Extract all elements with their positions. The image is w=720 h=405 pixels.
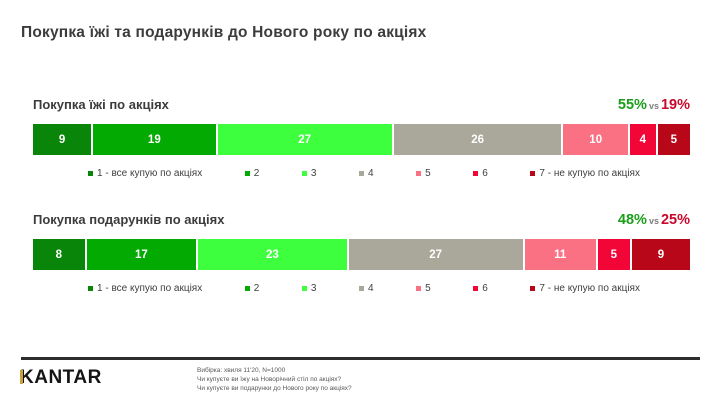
legend-swatch-icon — [473, 171, 479, 176]
bar-segment: 17 — [86, 239, 197, 270]
chart-gifts-header: Покупка подарунків по акціях 48% vs 25% — [33, 212, 690, 230]
negative-percent: 19% — [660, 97, 690, 113]
legend-item: 3 — [301, 283, 317, 294]
legend-item: 1 - все купую по акціях — [88, 168, 202, 179]
footer-note-sample: Вибірка: хвиля 11'20, N=1000 — [197, 367, 286, 374]
legend-swatch-icon — [301, 171, 307, 176]
bar-segment: 27 — [348, 239, 523, 270]
bar-segment: 23 — [198, 239, 347, 270]
negative-percent: 25% — [660, 212, 690, 228]
legend-swatch-icon — [473, 286, 479, 291]
legend-label: 4 — [368, 168, 374, 179]
bar-segment: 9 — [631, 239, 690, 270]
legend-food: 1 - все купую по акціях 2 3 4 5 6 7 - не купую… — [33, 168, 690, 179]
bar-segment: 5 — [657, 124, 690, 155]
footer-divider — [21, 357, 700, 360]
chart-gifts-title: Покупка подарунків по акціях — [33, 212, 225, 227]
bar-segment: 9 — [33, 124, 92, 155]
bar-segment: 26 — [393, 124, 562, 155]
stacked-bar-gifts: 8 17 23 27 11 5 9 — [33, 239, 690, 270]
legend-label: 6 — [482, 283, 488, 294]
legend-item: 3 — [301, 168, 317, 179]
legend-swatch-icon — [359, 286, 365, 291]
legend-item: 5 — [416, 168, 431, 179]
bar-segment: 27 — [217, 124, 392, 155]
legend-label: 4 — [368, 283, 374, 294]
legend-swatch-icon — [530, 286, 536, 291]
positive-percent: 55% — [617, 97, 647, 113]
legend-swatch-icon — [301, 286, 307, 291]
legend-swatch-icon — [244, 171, 250, 176]
legend-label: 7 - не купую по акціях — [539, 283, 640, 294]
legend-swatch-icon — [359, 171, 365, 176]
legend-label: 6 — [482, 168, 488, 179]
legend-swatch-icon — [530, 171, 536, 176]
footer-note-question-gifts: Чи купуєте ви подарунки до Нового року п… — [197, 385, 352, 392]
legend-label: 3 — [310, 283, 317, 294]
chart-food-section: Покупка їжі по акціях 55% vs 19% 9 19 27 26 10… — [33, 97, 690, 179]
bar-segment: 19 — [93, 124, 216, 155]
legend-swatch-icon — [88, 286, 93, 291]
legend-item: 7 - не купую по акціях — [530, 168, 640, 179]
legend-label: 2 — [253, 168, 260, 179]
bar-segment: 10 — [563, 124, 628, 155]
legend-swatch-icon — [244, 286, 250, 291]
kantar-gold-stem-icon — [20, 370, 23, 384]
kantar-logo: KANTAR — [20, 367, 102, 389]
legend-swatch-icon — [88, 171, 93, 176]
chart-food-title: Покупка їжі по акціях — [33, 97, 169, 112]
footer-notes: Вибірка: хвиля 11'20, N=1000 Чи купуєте … — [197, 366, 352, 393]
bar-segment: 11 — [524, 239, 596, 270]
legend-item: 4 — [359, 283, 374, 294]
legend-label: 5 — [425, 168, 431, 179]
stacked-bar-food: 9 19 27 26 10 4 5 — [33, 124, 690, 155]
positive-percent: 48% — [617, 212, 647, 228]
kantar-logo-text: KANTAR — [20, 367, 102, 388]
legend-swatch-icon — [416, 171, 422, 176]
legend-swatch-icon — [416, 286, 422, 291]
legend-item: 6 — [473, 168, 488, 179]
vs-label: vs — [648, 216, 659, 226]
legend-item: 5 — [416, 283, 431, 294]
legend-gifts: 1 - все купую по акціях 2 3 4 5 6 7 - не купую… — [33, 283, 690, 294]
bar-segment: 8 — [33, 239, 85, 270]
legend-item: 4 — [359, 168, 374, 179]
legend-item: 7 - не купую по акціях — [530, 283, 640, 294]
legend-label: 5 — [425, 283, 431, 294]
footer-note-question-food: Чи купуєте ви їжу на Новорічний стіл по … — [197, 376, 342, 383]
legend-label: 7 - не купую по акціях — [539, 168, 640, 179]
legend-item: 2 — [244, 283, 260, 294]
bar-segment: 4 — [629, 124, 656, 155]
legend-label: 1 - все купую по акціях — [97, 168, 203, 179]
legend-label: 1 - все купую по акціях — [97, 283, 203, 294]
bar-segment: 5 — [597, 239, 630, 270]
chart-gifts-summary: 48% vs 25% — [618, 212, 690, 228]
legend-item: 2 — [244, 168, 260, 179]
vs-label: vs — [648, 101, 659, 111]
page-title: Покупка їжі та подарунків до Нового року… — [21, 24, 427, 41]
chart-food-summary: 55% vs 19% — [618, 97, 690, 113]
legend-label: 3 — [310, 168, 317, 179]
legend-item: 1 - все купую по акціях — [88, 283, 202, 294]
chart-food-header: Покупка їжі по акціях 55% vs 19% — [33, 97, 690, 115]
legend-item: 6 — [473, 283, 488, 294]
legend-label: 2 — [253, 283, 260, 294]
